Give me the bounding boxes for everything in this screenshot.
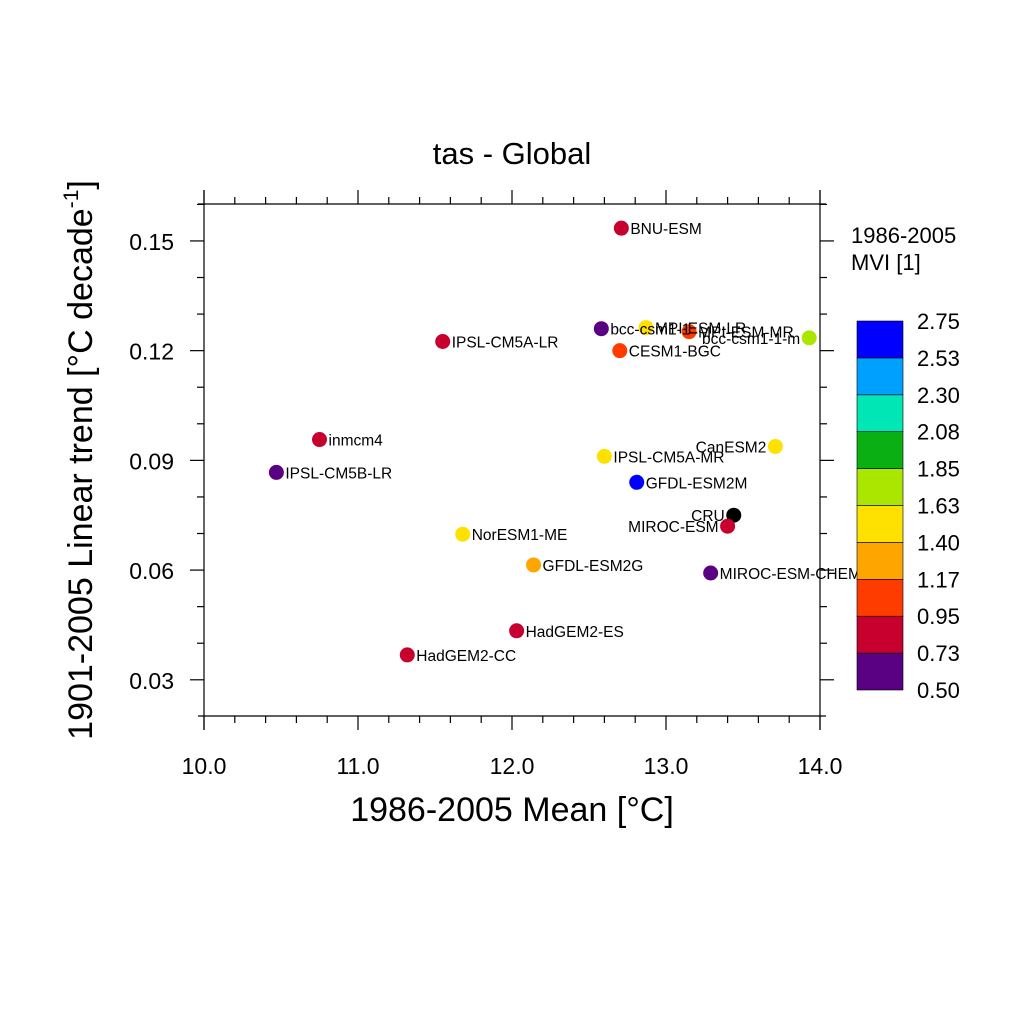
data-point-label: GFDL-ESM2G [543,558,644,575]
data-point-label: MIROC-ESM-CHEM [720,566,861,583]
colorbar-level-label: 2.08 [917,420,960,445]
colorbar-level-label: 1.85 [917,457,960,482]
colorbar-bin [856,615,904,654]
data-point [801,330,817,346]
x-tick-label: 11.0 [336,753,379,779]
x-tick-label: 10.0 [182,753,227,779]
colorbar-title-line2: MVI [1] [851,250,921,275]
colorbar-level-label: 1.40 [917,530,960,555]
x-axis-label: 1986-2005 Mean [°C] [350,791,674,829]
y-axis-label: 1901-2005 Linear trend [°C decade-1] [60,180,100,740]
data-point [268,464,284,480]
x-tick-label: 14.0 [798,753,843,779]
data-point [435,334,451,350]
data-point [726,507,742,523]
y-axis-label-end: ] [62,180,100,189]
data-point [399,647,415,663]
y-tick-label: 0.09 [129,448,174,474]
y-axis-label-main: 1901-2005 Linear trend [°C decade [62,208,100,740]
data-point-label: IPSL-CM5A-MR [613,449,724,466]
data-point [596,448,612,464]
data-point-label: HadGEM2-ES [526,624,624,641]
data-point-label: IPSL-CM5B-LR [285,465,392,482]
colorbar-bin [856,505,904,543]
chart-title: tas - Global [433,136,592,171]
colorbar-bin [856,357,904,396]
colorbar-bin [856,431,904,469]
data-point-label: bcc-csm1-1 [610,322,690,339]
colorbar-level-label: 0.50 [917,678,960,703]
colorbar-bin [856,394,904,432]
data-point [767,438,783,454]
data-point-label: CanESM2 [696,439,767,456]
data-point-label: IPSL-CM5A-LR [452,335,559,352]
y-tick-label: 0.12 [129,339,174,365]
data-point [455,526,471,542]
data-point-label: NorESM1-ME [472,527,568,544]
data-point [613,220,629,236]
colorbar-level-label: 1.63 [917,494,960,519]
colorbar-level-label: 1.17 [917,567,960,592]
colorbar-bin [856,542,904,580]
data-point [509,623,525,639]
colorbar-title-line1: 1986-2005 [851,223,956,248]
colorbar-bin [856,578,904,617]
colorbar-level-label: 2.75 [917,309,960,334]
y-tick-label: 0.15 [129,229,174,255]
data-point [526,557,542,573]
y-tick-label: 0.03 [129,668,174,694]
data-point [593,321,609,337]
colorbar-bin [856,468,904,506]
data-point-label: HadGEM2-CC [416,648,516,665]
data-point-label: BNU-ESM [630,221,701,238]
x-tick-label: 12.0 [490,753,535,779]
data-point [720,518,736,534]
data-point [681,324,697,340]
data-point [629,474,645,490]
data-point [638,320,654,336]
data-point [612,343,628,359]
data-point-label: MPI-ESM-LR [655,321,746,338]
colorbar-level-label: 0.95 [917,604,960,629]
data-point [703,565,719,581]
data-point-label: CRU [691,508,725,525]
colorbar-level-label: 2.53 [917,346,960,371]
colorbar: 1986-2005 MVI [1] 0.50 0.73 0.95 1.17 1.40 1.… [851,223,960,703]
x-tick-label: 13.0 [644,753,689,779]
colorbar-bin [856,320,904,359]
data-point-label: CESM1-BGC [629,344,721,361]
data-points [268,220,817,663]
y-axis-label-superscript: -1 [60,190,83,209]
data-point-label: MIROC-ESM [628,519,718,536]
data-point-label: GFDL-ESM2M [646,475,748,492]
y-tick-label: 0.06 [129,558,174,584]
data-point-label: inmcm4 [329,433,384,450]
axes: 10.0 11.0 12.0 13.0 14.0 0.03 0.06 0.09 0.12 0.15 [129,190,842,779]
data-point [312,432,327,448]
point-labels: BNU-ESM bcc-csm1-1MPI-ESM-LRMPI-ESM-MRbcc… [285,221,860,665]
colorbar-level-label: 2.30 [917,383,960,408]
colorbar-level-label: 0.73 [917,641,960,666]
data-point-label: bcc-csm1-1-m [702,331,800,348]
colorbar-bin [856,652,904,691]
data-point-label: MPI-ESM-MR [698,325,794,342]
